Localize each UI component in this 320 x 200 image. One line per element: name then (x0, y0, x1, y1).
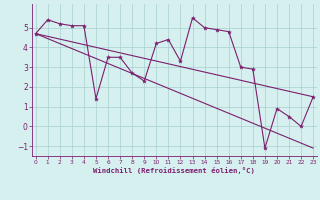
X-axis label: Windchill (Refroidissement éolien,°C): Windchill (Refroidissement éolien,°C) (93, 167, 255, 174)
